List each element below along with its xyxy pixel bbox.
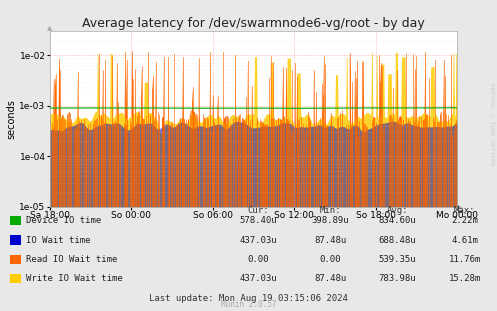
Text: ▶: ▶ xyxy=(457,204,463,210)
Y-axis label: seconds: seconds xyxy=(6,99,16,139)
Text: 539.35u: 539.35u xyxy=(379,255,416,264)
Text: 11.76m: 11.76m xyxy=(449,255,481,264)
Text: Write IO Wait time: Write IO Wait time xyxy=(26,274,123,283)
Title: Average latency for /dev/swarmnode6-vg/root - by day: Average latency for /dev/swarmnode6-vg/r… xyxy=(82,17,425,30)
Text: 834.60u: 834.60u xyxy=(379,216,416,225)
Text: IO Wait time: IO Wait time xyxy=(26,236,90,244)
Text: 783.98u: 783.98u xyxy=(379,274,416,283)
Text: Read IO Wait time: Read IO Wait time xyxy=(26,255,117,264)
Text: 398.89u: 398.89u xyxy=(312,216,349,225)
Text: Device IO time: Device IO time xyxy=(26,216,101,225)
Text: 4.61m: 4.61m xyxy=(451,236,478,244)
Text: 87.48u: 87.48u xyxy=(315,236,346,244)
Text: Max:: Max: xyxy=(454,206,476,215)
Text: Avg:: Avg: xyxy=(387,206,409,215)
Text: ▲: ▲ xyxy=(47,25,52,31)
Text: Munin 2.0.57: Munin 2.0.57 xyxy=(221,300,276,309)
Text: RRDTOOL / TOBI OETIKER: RRDTOOL / TOBI OETIKER xyxy=(490,83,495,166)
Text: 15.28m: 15.28m xyxy=(449,274,481,283)
Text: 2.22m: 2.22m xyxy=(451,216,478,225)
Text: 688.48u: 688.48u xyxy=(379,236,416,244)
Text: 437.03u: 437.03u xyxy=(240,236,277,244)
Text: 87.48u: 87.48u xyxy=(315,274,346,283)
Text: Min:: Min: xyxy=(320,206,341,215)
Text: Cur:: Cur: xyxy=(248,206,269,215)
Text: Last update: Mon Aug 19 03:15:06 2024: Last update: Mon Aug 19 03:15:06 2024 xyxy=(149,294,348,303)
Text: 437.03u: 437.03u xyxy=(240,274,277,283)
Text: 0.00: 0.00 xyxy=(248,255,269,264)
Text: 0.00: 0.00 xyxy=(320,255,341,264)
Text: 578.40u: 578.40u xyxy=(240,216,277,225)
